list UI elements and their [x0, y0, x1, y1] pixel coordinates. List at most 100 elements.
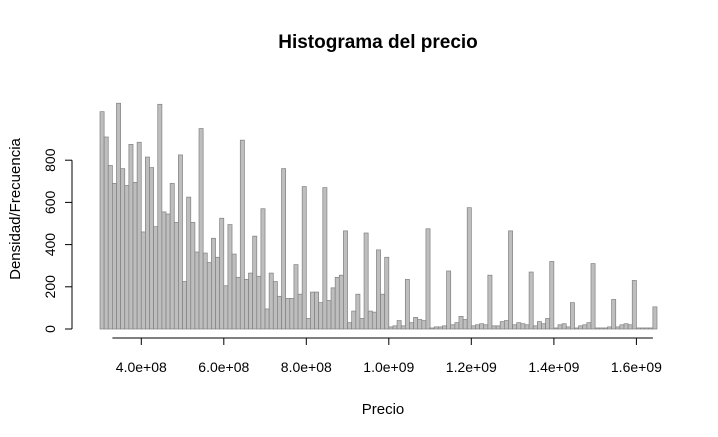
histogram-bar	[116, 102, 121, 330]
histogram-bar	[458, 315, 464, 330]
histogram-bar	[219, 217, 225, 330]
histogram-bar	[623, 323, 629, 330]
histogram-bar	[355, 293, 361, 330]
histogram-bar	[640, 327, 645, 330]
histogram-bar	[409, 322, 414, 330]
histogram-bar	[627, 324, 633, 330]
histogram-bar	[314, 291, 320, 330]
histogram-bar	[594, 327, 600, 330]
x-tick-label: 8.0e+08	[281, 359, 332, 375]
histogram-bar	[574, 327, 579, 330]
histogram-bar	[132, 182, 138, 330]
histogram-bar	[536, 321, 542, 330]
histogram-bar	[244, 279, 249, 330]
histogram-bar	[215, 256, 221, 330]
histogram-bar	[631, 280, 637, 330]
histogram-bar	[499, 321, 505, 330]
histogram-bar	[235, 276, 241, 330]
histogram-bar	[293, 264, 299, 330]
histogram-bar	[396, 320, 402, 330]
histogram-bar	[326, 300, 332, 330]
y-tick-label: 400	[42, 233, 58, 257]
histogram-bar	[404, 279, 410, 330]
histogram-bar	[227, 224, 233, 330]
histogram-bar	[454, 322, 460, 330]
histogram-bar	[470, 325, 476, 330]
histogram-bar	[338, 274, 344, 330]
histogram-bar	[479, 323, 485, 330]
histogram-bar	[285, 298, 291, 330]
histogram-bar	[433, 326, 439, 330]
histogram-bar	[301, 186, 307, 330]
histogram-bar	[570, 302, 575, 330]
histogram-bar	[322, 187, 328, 330]
histogram-bar	[421, 320, 427, 330]
histogram-bar	[268, 272, 274, 330]
x-tick-label: 1.6e+09	[611, 359, 662, 375]
histogram-bar	[648, 327, 654, 330]
histogram-bar	[112, 183, 117, 330]
histogram-bar	[182, 281, 188, 330]
histogram-bar	[450, 324, 456, 330]
histogram-bar	[532, 325, 538, 330]
x-tick-label: 6.0e+08	[198, 359, 249, 375]
x-axis: 4.0e+08 6.0e+08 8.0e+08 1.0e+09 1.2e+09 1.4e+…	[112, 337, 662, 375]
histogram-bar	[198, 128, 204, 330]
histogram-bar	[202, 252, 208, 330]
histogram-bar	[186, 196, 192, 330]
histogram-bar	[120, 168, 126, 330]
histogram-bar	[652, 306, 658, 330]
y-tick-label: 0	[42, 325, 58, 333]
histogram-bar	[603, 327, 608, 330]
histogram-bar	[619, 324, 625, 330]
histogram-bar	[149, 167, 154, 330]
histogram-bar	[347, 322, 353, 330]
histogram-bar	[520, 323, 526, 330]
histogram-bar	[636, 327, 641, 330]
histogram-bar	[153, 226, 159, 330]
histogram-bar	[582, 324, 588, 330]
histogram-bar	[516, 322, 522, 330]
y-axis: 0 200 400 600 800	[42, 148, 73, 333]
histogram-bar	[252, 235, 258, 330]
histogram-bar	[462, 319, 468, 330]
histogram-bar	[615, 326, 621, 330]
histogram-bar	[310, 291, 315, 330]
histogram-bar	[169, 183, 175, 330]
histogram-bar	[388, 326, 394, 330]
histogram-bar	[561, 323, 567, 330]
histogram-bar	[528, 271, 534, 330]
histogram-bar	[140, 231, 146, 330]
histogram-bar	[157, 103, 163, 330]
histogram-bar	[512, 324, 518, 330]
histogram-bar	[578, 325, 584, 330]
histogram-bar	[545, 318, 551, 330]
x-tick-label: 1.2e+09	[446, 359, 497, 375]
histogram-bar	[260, 208, 266, 330]
histogram-bar	[384, 256, 390, 330]
histogram-bar	[272, 281, 278, 330]
histogram-bar	[103, 136, 109, 330]
histogram-bar	[277, 295, 282, 330]
histogram-bar	[417, 319, 423, 330]
histogram-bar	[281, 168, 287, 330]
histogram-bar	[165, 213, 171, 330]
histogram-bar	[376, 249, 381, 330]
histogram-bar	[413, 317, 419, 330]
histogram-bar	[239, 139, 245, 330]
histogram-bar	[161, 211, 167, 330]
histogram-bar	[425, 228, 431, 330]
histogram-bar	[107, 165, 113, 330]
histogram-bar	[223, 285, 229, 330]
histogram-bar	[256, 275, 262, 330]
histogram-bar	[483, 324, 489, 330]
x-axis-title: Precio	[362, 401, 405, 418]
histogram-bar	[128, 144, 134, 330]
histogram-bar	[590, 263, 596, 330]
histogram-bar	[136, 141, 142, 330]
histogram-bar	[442, 325, 447, 330]
histogram-bar	[607, 326, 612, 330]
histogram-bar	[380, 293, 386, 330]
histogram-bar	[598, 327, 604, 330]
